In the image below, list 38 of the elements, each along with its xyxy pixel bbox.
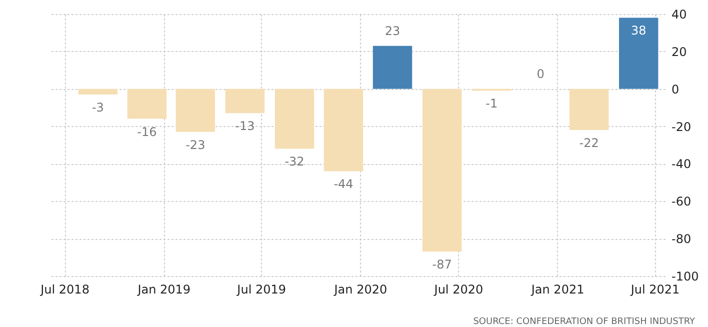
bar	[324, 88, 364, 172]
x-tick-label: Jul 2021	[630, 282, 680, 296]
y-tick-label: -80	[672, 232, 692, 246]
data-label: -1	[486, 96, 498, 111]
data-label: -22	[579, 136, 599, 150]
data-label: -23	[186, 138, 206, 152]
data-label: 0	[536, 66, 544, 81]
bar	[619, 18, 658, 89]
y-tick-label: -60	[672, 194, 692, 209]
data-label: -3	[92, 100, 104, 114]
x-tick-label: Jul 2018	[40, 282, 90, 296]
y-tick-label: -20	[672, 120, 692, 134]
x-tick-label: Jan 2019	[136, 282, 191, 296]
data-label: -13	[235, 119, 255, 134]
y-tick-label: -40	[672, 157, 692, 172]
data-label: 23	[384, 24, 400, 38]
source-note: SOURCE: CONFEDERATION OF BRITISH INDUSTRY	[473, 317, 696, 327]
data-label: -87	[432, 258, 452, 272]
data-label: -32	[284, 154, 304, 169]
y-tick-label: -100	[672, 270, 699, 284]
x-tick-label: Jul 2019	[236, 282, 286, 296]
bar	[569, 88, 609, 130]
y-tick-label: 40	[672, 8, 687, 22]
bar	[372, 46, 412, 89]
bar	[422, 88, 462, 252]
x-tick-label: Jan 2020	[333, 282, 388, 296]
y-tick-label: 0	[672, 82, 680, 96]
bar	[176, 88, 216, 132]
bar	[225, 88, 265, 114]
data-label: -16	[137, 124, 157, 139]
x-tick-label: Jul 2020	[433, 282, 484, 296]
bar	[78, 88, 118, 94]
bar	[127, 88, 167, 119]
x-tick-label: Jan 2021	[530, 282, 584, 296]
bar	[274, 88, 314, 149]
data-label: 38	[630, 24, 646, 38]
data-label: -44	[334, 177, 354, 192]
y-tick-label: 20	[672, 44, 687, 59]
